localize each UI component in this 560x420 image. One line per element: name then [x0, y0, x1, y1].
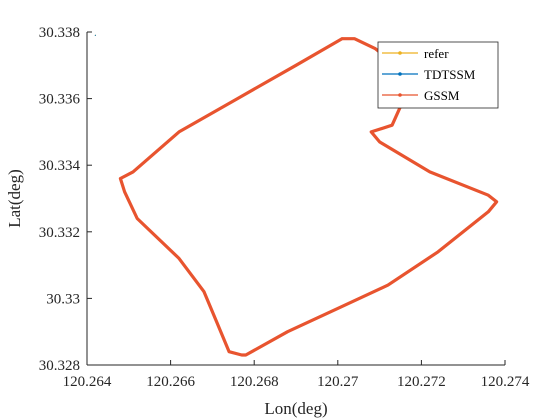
legend-marker-gssm: [398, 93, 402, 97]
x-tick-label: 120.266: [146, 374, 195, 390]
x-axis-label: Lon(deg): [264, 399, 327, 418]
x-tick-label: 120.268: [230, 374, 279, 390]
x-tick-label: 120.274: [481, 374, 530, 390]
y-tick-label: 30.334: [39, 158, 81, 174]
y-tick-label: 30.338: [39, 25, 80, 41]
x-axis: 120.264 120.266 120.268 120.27 120.272 120.27…: [63, 360, 530, 390]
y-tick-label: 30.332: [39, 225, 80, 241]
series-layer: [94, 34, 499, 357]
legend-marker-tdtssm: [398, 72, 402, 76]
y-axis: 30.328 30.33 30.332 30.334 30.336 30.338: [39, 25, 92, 374]
legend-marker-refer: [398, 51, 402, 55]
legend-label-refer: refer: [424, 46, 449, 61]
x-tick-label: 120.264: [63, 374, 112, 390]
series-line-gssm: [118, 37, 499, 357]
y-tick-label: 30.328: [39, 358, 80, 374]
y-tick-label: 30.336: [39, 92, 81, 108]
axes-frame: [86, 32, 505, 366]
y-axis-label: Lat(deg): [5, 169, 24, 228]
x-tick-label: 120.27: [317, 374, 359, 390]
legend: refer TDTSSM GSSM: [377, 41, 499, 109]
y-tick-label: 30.33: [46, 291, 80, 307]
x-tick-label: 120.272: [397, 374, 446, 390]
legend-label-tdtssm: TDTSSM: [424, 67, 476, 82]
legend-label-gssm: GSSM: [424, 88, 460, 103]
